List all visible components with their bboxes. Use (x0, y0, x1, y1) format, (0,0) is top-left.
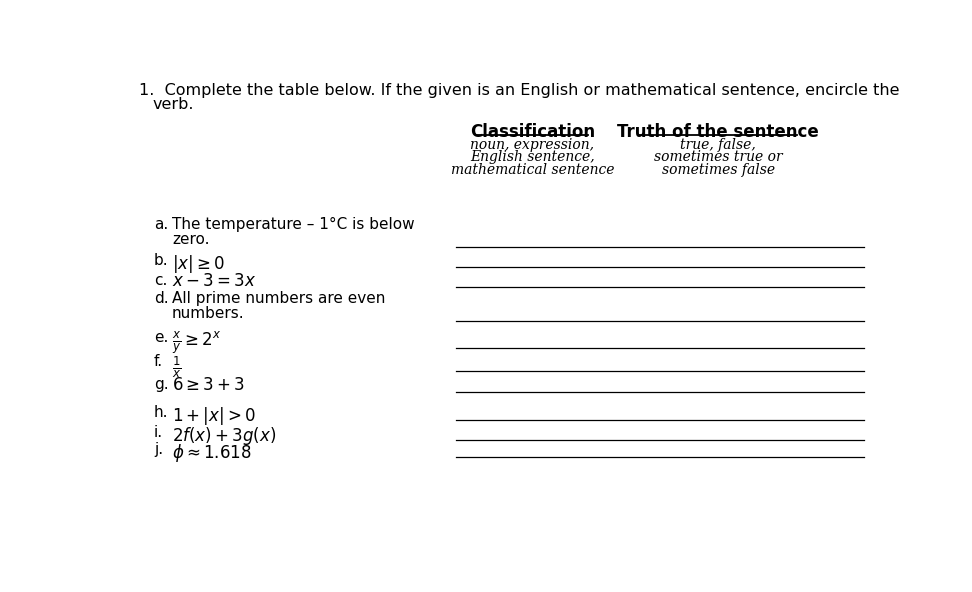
Text: i.: i. (154, 425, 163, 440)
Text: sometimes false: sometimes false (662, 163, 775, 176)
Text: j.: j. (154, 442, 163, 457)
Text: $\frac{1}{x}$: $\frac{1}{x}$ (172, 355, 182, 379)
Text: $1 + |x| > 0$: $1 + |x| > 0$ (172, 405, 256, 427)
Text: e.: e. (154, 330, 168, 345)
Text: f.: f. (154, 355, 163, 369)
Text: English sentence,: English sentence, (469, 150, 595, 165)
Text: Truth of the sentence: Truth of the sentence (617, 123, 819, 141)
Text: true, false,: true, false, (680, 138, 756, 152)
Text: sometimes true or: sometimes true or (654, 150, 782, 165)
Text: $\frac{x}{y} \geq 2^x$: $\frac{x}{y} \geq 2^x$ (172, 330, 222, 356)
Text: Classification: Classification (469, 123, 595, 141)
Text: $2f(x) + 3g(x)$: $2f(x) + 3g(x)$ (172, 425, 276, 447)
Text: h.: h. (154, 405, 168, 420)
Text: d.: d. (154, 291, 169, 306)
Text: 1.  Complete the table below. If the given is an English or mathematical sentenc: 1. Complete the table below. If the give… (139, 83, 899, 98)
Text: zero.: zero. (172, 232, 209, 247)
Text: b.: b. (154, 253, 169, 268)
Text: $\phi \approx 1.618$: $\phi \approx 1.618$ (172, 442, 252, 464)
Text: $|x| \geq 0$: $|x| \geq 0$ (172, 253, 225, 275)
Text: verb.: verb. (153, 97, 194, 112)
Text: g.: g. (154, 378, 169, 392)
Text: numbers.: numbers. (172, 306, 245, 321)
Text: a.: a. (154, 217, 168, 232)
Text: noun, expression,: noun, expression, (470, 138, 594, 152)
Text: c.: c. (154, 273, 167, 288)
Text: $x - 3 = 3x$: $x - 3 = 3x$ (172, 273, 256, 289)
Text: $6 \geq 3 + 3$: $6 \geq 3 + 3$ (172, 378, 245, 394)
Text: mathematical sentence: mathematical sentence (450, 163, 614, 176)
Text: The temperature – 1°C is below: The temperature – 1°C is below (172, 217, 414, 232)
Text: All prime numbers are even: All prime numbers are even (172, 291, 385, 306)
